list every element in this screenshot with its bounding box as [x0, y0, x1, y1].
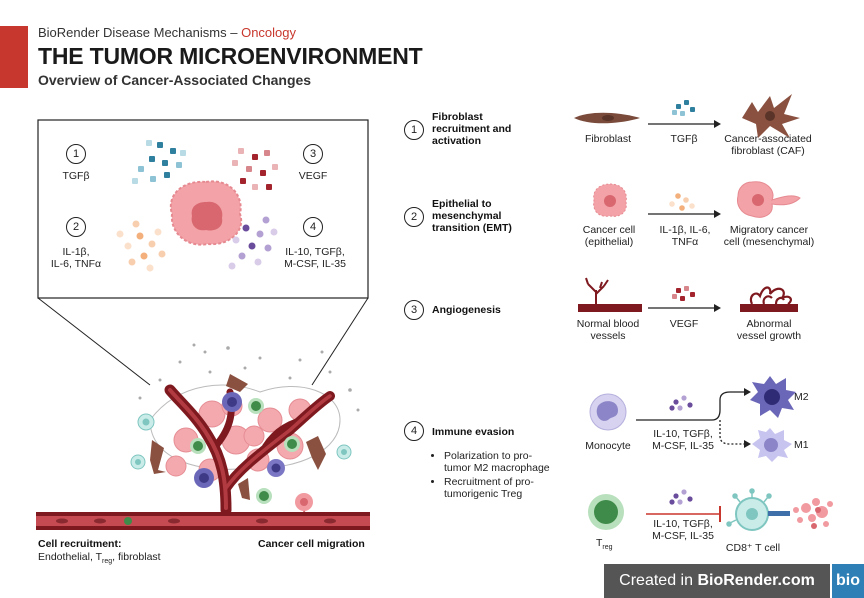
- inset-il-dots: [116, 220, 166, 272]
- page-title: THE TUMOR MICROENVIRONMENT: [38, 43, 423, 69]
- m2-label: M2: [794, 391, 809, 403]
- dying-cancer-cell-icon: [793, 498, 833, 529]
- epithelial-cancer-cell-icon: [593, 183, 627, 217]
- footer-prefix: Created in: [619, 572, 693, 589]
- mechanism-title-1: Fibroblast recruitment and activation: [432, 111, 512, 147]
- category-label: Oncology: [241, 25, 296, 40]
- mechanism-number-2: 2: [404, 207, 424, 227]
- treg-label: Treg: [596, 537, 613, 551]
- mechanism-signal-4: IL-10, TGFβ, M-CSF, IL-35: [652, 428, 714, 452]
- mechanism-result-3: Abnormal vessel growth: [736, 318, 802, 342]
- inset-label-1: TGFβ: [62, 170, 90, 182]
- mechanism-signal-3: VEGF: [669, 318, 699, 330]
- inset-label-2: IL-1β, IL-6, TNFα: [50, 246, 102, 270]
- cell-recruitment-prefix: Endothelial, T: [38, 551, 103, 563]
- mechanism-title-2: Epithelial to mesenchymal transition (EM…: [432, 198, 512, 234]
- normal-vessel-icon: [578, 277, 642, 312]
- brand-name: BioRender Disease Mechanisms: [38, 25, 227, 40]
- mechanism-bullet-treg: Recruitment of pro- tumorigenic Treg: [444, 476, 594, 500]
- tgfb-signal-dots: [672, 100, 695, 116]
- created-in-biorender-banner[interactable]: Created in BioRender.com: [604, 564, 830, 598]
- scene-fibroblasts: [150, 374, 326, 500]
- treg-label-main: T: [596, 537, 603, 549]
- mechanism-number-1: 1: [404, 120, 424, 140]
- immune-signal-dots-1: [669, 395, 693, 411]
- mechanism-number-3: 3: [404, 300, 424, 320]
- scene-particles: [138, 343, 360, 412]
- mechanism-result-2: Migratory cancer cell (mesenchymal): [723, 224, 815, 248]
- m1-macrophage-icon: [752, 428, 792, 462]
- cell-recruitment-title: Cell recruitment:: [38, 538, 122, 550]
- vegf-signal-dots: [672, 286, 695, 301]
- mechanism-source-2: Cancer cell (epithelial): [582, 224, 636, 248]
- biorender-logo[interactable]: bio: [832, 564, 864, 598]
- inset-cancer-cell: [169, 180, 243, 246]
- inset-il10-dots: [228, 216, 278, 270]
- cd8-tcell-label: CD8⁺ T cell: [725, 542, 781, 554]
- fibroblast-icon: [574, 112, 640, 124]
- abnormal-vessel-icon: [740, 286, 798, 312]
- m2-macrophage-icon: [750, 376, 796, 418]
- mechanism-title-3: Angiogenesis: [432, 304, 501, 316]
- mechanism-signal-1: TGFβ: [670, 133, 698, 145]
- inset-label-3: VEGF: [298, 170, 328, 182]
- header-accent-bar: [0, 26, 28, 88]
- treg-signal: IL-10, TGFβ, M-CSF, IL-35: [652, 518, 714, 542]
- inset-number-3: 3: [303, 144, 323, 164]
- bottom-vessel: [36, 512, 370, 530]
- treg-icon: [588, 494, 624, 530]
- scene-green-cells: [190, 398, 300, 504]
- mechanism-bullets-4: Polarization to pro- tumor M2 macrophage…: [432, 450, 594, 502]
- inset-tgfb-dots: [132, 140, 186, 184]
- footer-brand: BioRender.com: [697, 572, 815, 589]
- cancer-cell-migration-caption: Cancer cell migration: [258, 538, 365, 550]
- cell-recruitment-suffix: , fibroblast: [112, 551, 161, 563]
- migratory-cancer-cell-icon: [737, 181, 801, 218]
- treg-label-sub: reg: [602, 544, 613, 552]
- m1-label: M1: [794, 439, 809, 451]
- inset-number-2: 2: [66, 217, 86, 237]
- cell-recruitment-detail: Endothelial, Treg, fibroblast: [38, 551, 161, 565]
- mechanism-source-3: Normal blood vessels: [576, 318, 640, 342]
- mechanism-result-1: Cancer-associated fibroblast (CAF): [724, 133, 812, 157]
- arrow-m1: [719, 420, 744, 445]
- scene-macrophages: [194, 392, 285, 488]
- inset-label-4: IL-10, TGFβ, M-CSF, IL-35: [284, 246, 346, 270]
- cd8-tcell-icon: [726, 488, 790, 531]
- cell-recruitment-sub: reg: [102, 558, 113, 566]
- tumor-scene: [130, 343, 360, 521]
- page-subtitle: Overview of Cancer-Associated Changes: [38, 72, 312, 88]
- mechanism-source-4: Monocyte: [585, 440, 631, 452]
- inset-connector-left: [37, 297, 151, 386]
- mechanism-title-4: Immune evasion: [432, 426, 515, 438]
- mechanism-number-4: 4: [404, 421, 424, 441]
- caf-icon: [742, 94, 800, 138]
- inset-number-4: 4: [303, 217, 323, 237]
- inset-number-1: 1: [66, 144, 86, 164]
- arrow-m2: [636, 391, 744, 421]
- scene-teal-cells: [130, 413, 352, 470]
- brand-line: BioRender Disease Mechanisms – Oncology: [38, 25, 296, 40]
- il-signal-dots: [669, 193, 695, 211]
- inset-connector-right: [311, 297, 369, 386]
- immune-signal-dots-2: [669, 489, 693, 505]
- mechanism-signal-2: IL-1β, IL-6, TNFα: [659, 224, 711, 248]
- monocyte-icon: [589, 393, 627, 431]
- mechanism-source-1: Fibroblast: [584, 133, 632, 145]
- brand-dash: –: [230, 25, 238, 40]
- inset-vegf-dots: [232, 148, 278, 190]
- mechanism-bullet-m2: Polarization to pro- tumor M2 macrophage: [444, 450, 594, 474]
